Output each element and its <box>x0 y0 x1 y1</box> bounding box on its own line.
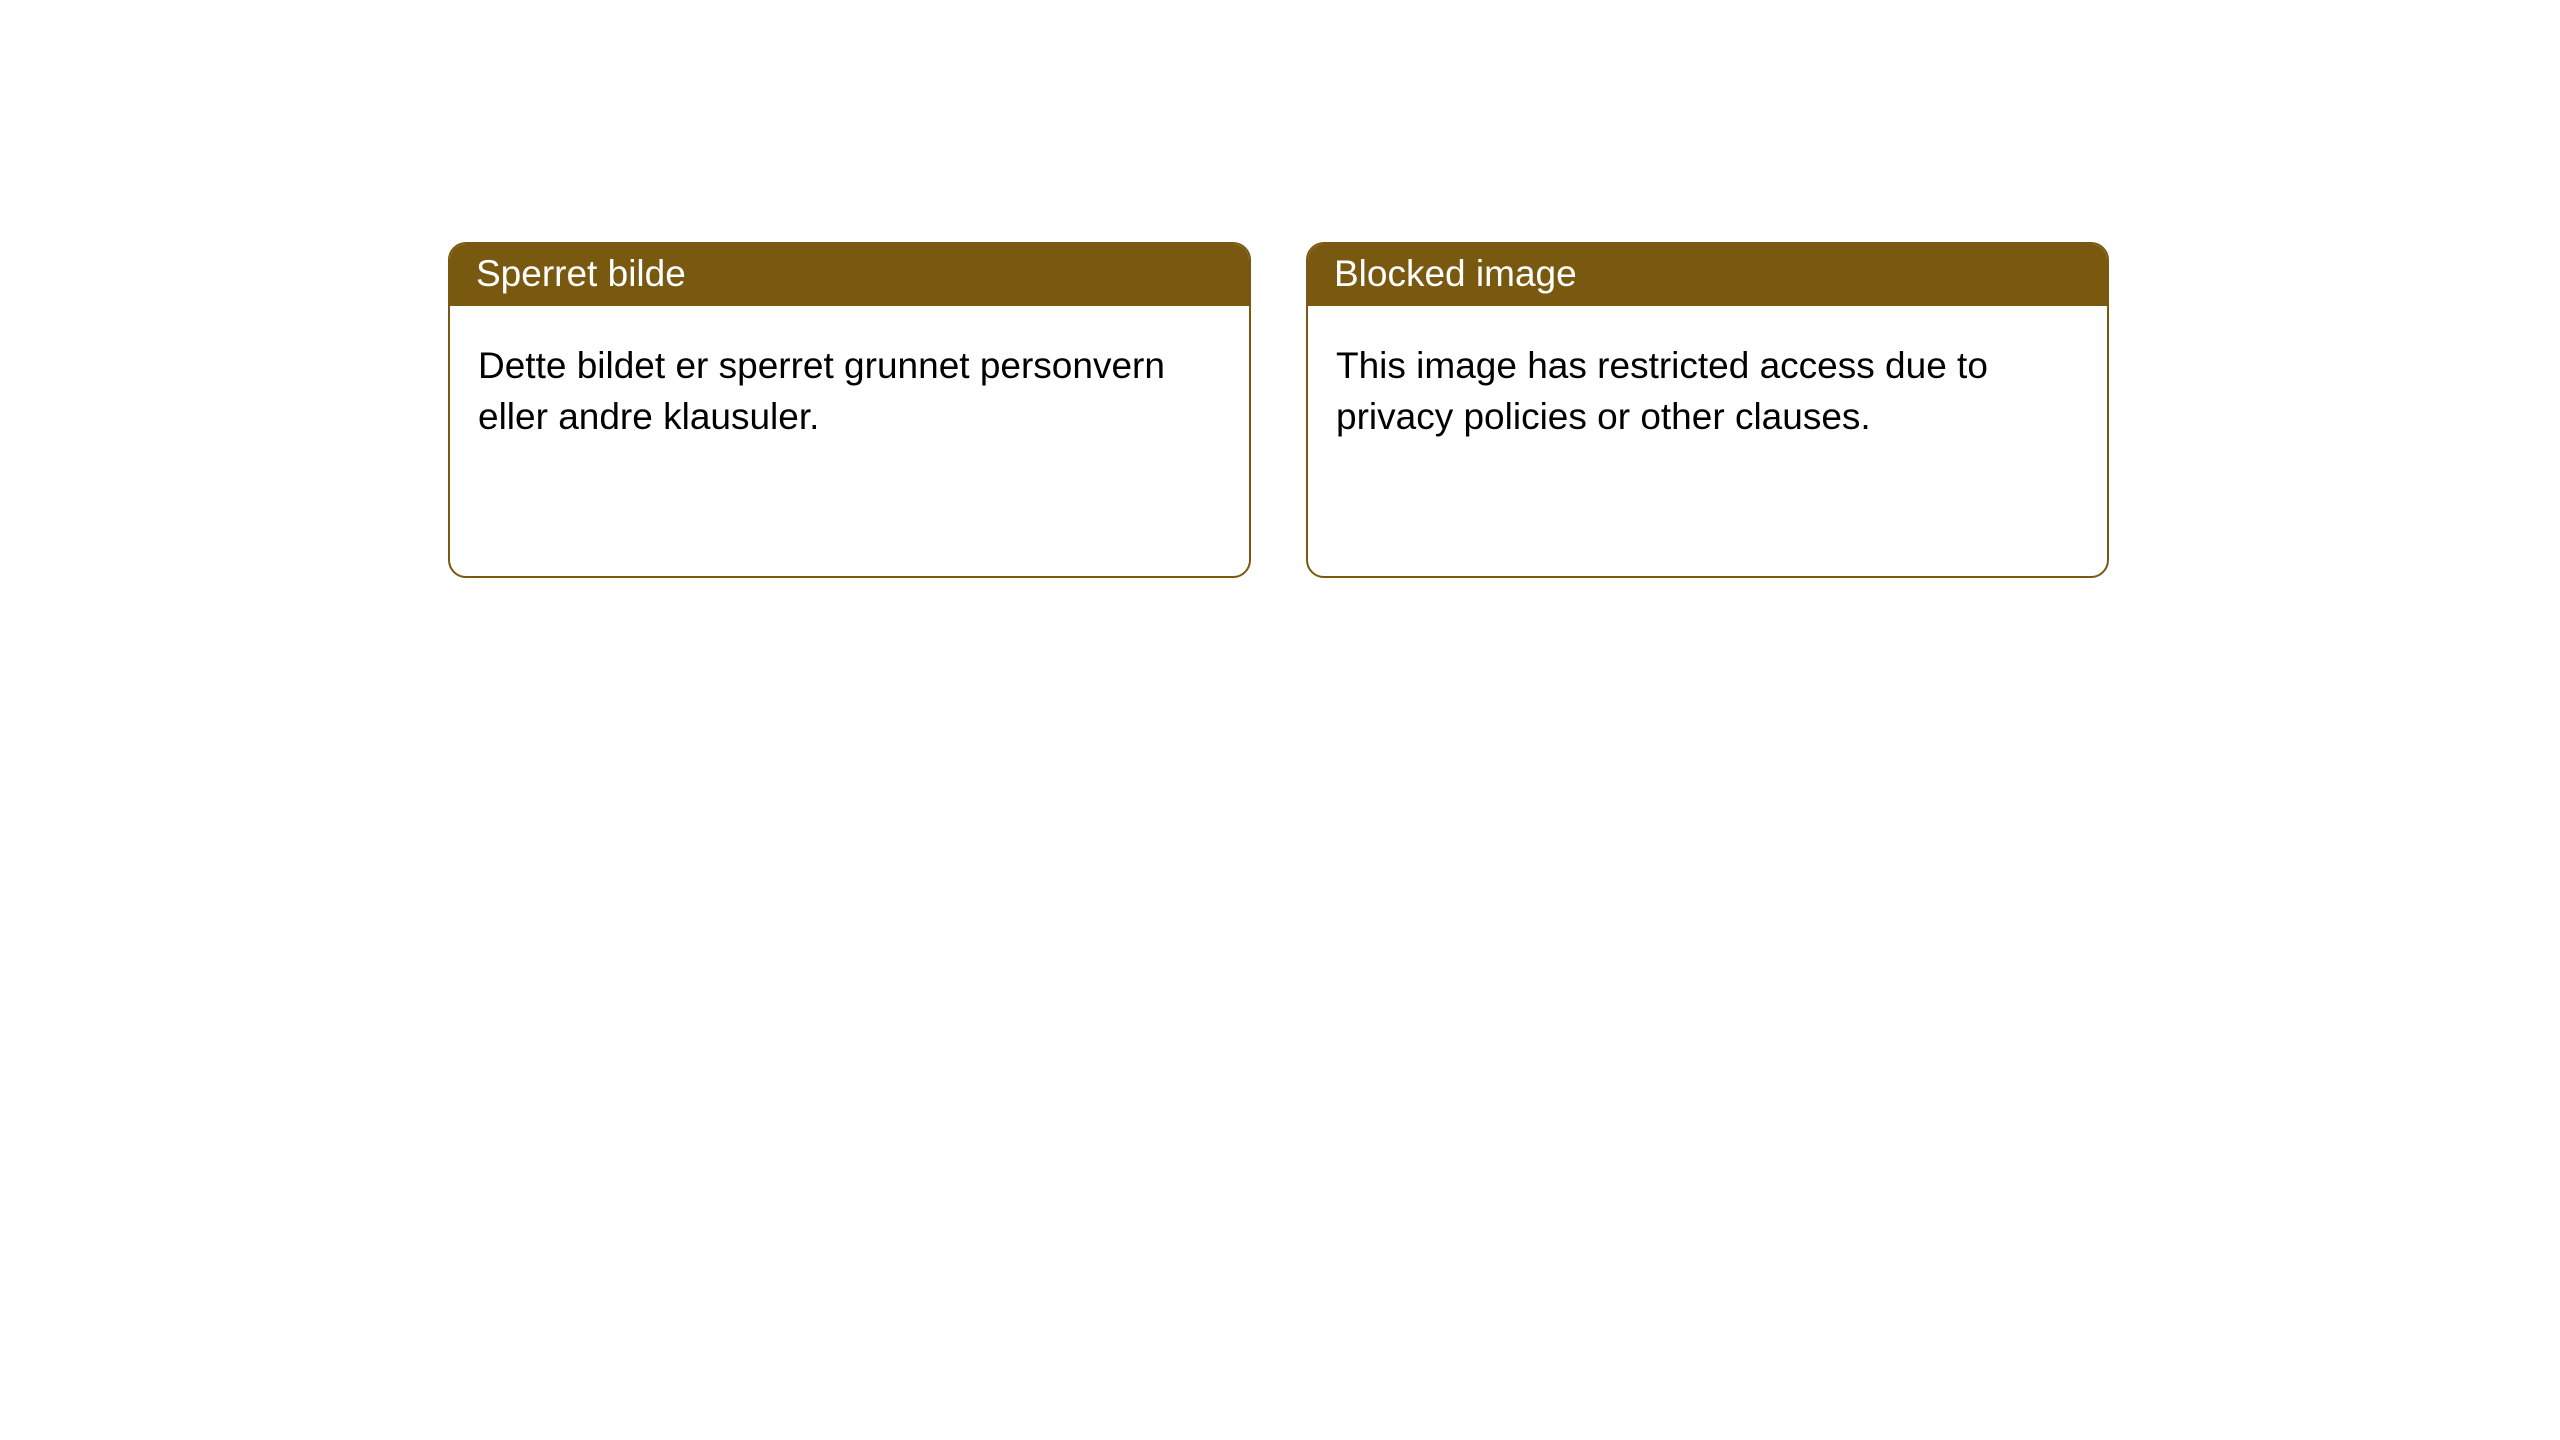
notice-card-norwegian: Sperret bilde Dette bildet er sperret gr… <box>448 242 1251 578</box>
notice-card-english: Blocked image This image has restricted … <box>1306 242 2109 578</box>
notice-body-text: Dette bildet er sperret grunnet personve… <box>478 345 1165 437</box>
notice-body: Dette bildet er sperret grunnet personve… <box>450 306 1249 576</box>
notice-body: This image has restricted access due to … <box>1308 306 2107 576</box>
notice-body-text: This image has restricted access due to … <box>1336 345 1988 437</box>
notice-title: Blocked image <box>1334 253 1577 294</box>
notice-cards-container: Sperret bilde Dette bildet er sperret gr… <box>0 0 2560 578</box>
notice-header: Blocked image <box>1308 244 2107 306</box>
notice-header: Sperret bilde <box>450 244 1249 306</box>
notice-title: Sperret bilde <box>476 253 686 294</box>
